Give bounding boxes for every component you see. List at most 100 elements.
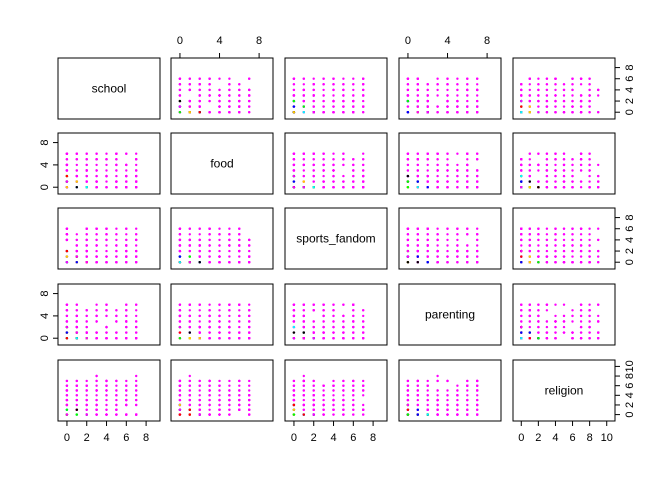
point	[406, 249, 410, 253]
point	[292, 105, 296, 108]
point	[406, 169, 410, 172]
point	[342, 94, 345, 97]
point	[65, 249, 69, 253]
point	[85, 249, 88, 253]
point	[95, 180, 98, 183]
point	[579, 169, 583, 172]
point	[218, 303, 221, 306]
point	[537, 303, 540, 306]
point	[597, 303, 600, 306]
point	[95, 163, 98, 167]
point	[446, 105, 449, 108]
point	[426, 94, 429, 97]
point	[466, 261, 469, 264]
point	[218, 244, 221, 247]
point	[228, 238, 231, 242]
point	[188, 398, 191, 402]
point	[65, 389, 69, 392]
point	[65, 331, 69, 334]
point	[178, 384, 182, 387]
point	[188, 111, 191, 114]
point	[520, 249, 523, 253]
point	[342, 158, 345, 161]
point	[135, 398, 138, 402]
point	[466, 94, 469, 97]
point	[125, 320, 128, 323]
point	[208, 255, 211, 258]
point	[75, 331, 79, 334]
point	[362, 158, 365, 161]
tick-label: 2	[84, 432, 90, 444]
point	[446, 77, 449, 80]
point	[466, 163, 469, 167]
point	[125, 394, 128, 397]
point	[218, 255, 221, 258]
point	[362, 169, 365, 172]
point	[476, 255, 479, 258]
point	[248, 384, 251, 387]
point	[85, 238, 88, 242]
point	[218, 88, 221, 92]
point	[362, 111, 365, 114]
point	[302, 413, 305, 416]
point	[332, 337, 335, 340]
point	[554, 244, 557, 247]
point	[322, 180, 325, 183]
point	[537, 249, 540, 253]
point	[125, 255, 128, 258]
point	[188, 77, 191, 80]
point	[342, 398, 345, 402]
point	[208, 77, 211, 80]
point	[65, 180, 69, 183]
point	[292, 163, 296, 167]
point	[588, 320, 591, 323]
point	[238, 379, 241, 383]
point	[436, 83, 439, 86]
point	[75, 186, 79, 189]
point	[178, 77, 182, 80]
tick-label: 6	[624, 76, 636, 82]
point	[579, 320, 583, 323]
point	[115, 180, 118, 183]
point	[105, 303, 108, 306]
point	[520, 314, 523, 318]
point	[105, 227, 108, 230]
point	[85, 379, 88, 383]
point	[466, 186, 469, 189]
point	[312, 331, 315, 334]
point	[135, 152, 138, 155]
tick-label: 8	[587, 432, 593, 444]
point	[426, 244, 429, 247]
point	[302, 389, 305, 392]
point	[571, 77, 574, 80]
point	[125, 174, 128, 178]
point	[554, 325, 557, 329]
point	[85, 180, 88, 183]
point	[597, 88, 600, 92]
point	[426, 403, 429, 407]
point	[302, 331, 305, 334]
point	[218, 99, 221, 103]
point	[352, 394, 355, 397]
point	[228, 394, 231, 397]
point	[228, 379, 231, 383]
panel-frame	[398, 359, 502, 422]
point	[125, 379, 128, 383]
point	[322, 314, 325, 318]
point	[446, 394, 449, 397]
tick-label: 0	[291, 432, 297, 444]
tick-label: 8	[624, 373, 636, 379]
point	[476, 403, 479, 407]
tick-label: 2	[535, 432, 541, 444]
point	[520, 244, 523, 247]
point	[406, 379, 410, 383]
point	[238, 398, 241, 402]
tick-label: 8	[256, 35, 262, 47]
point	[135, 325, 138, 329]
point	[332, 158, 335, 161]
point	[579, 152, 583, 155]
point	[238, 94, 241, 97]
point	[588, 77, 591, 80]
point	[562, 94, 566, 97]
